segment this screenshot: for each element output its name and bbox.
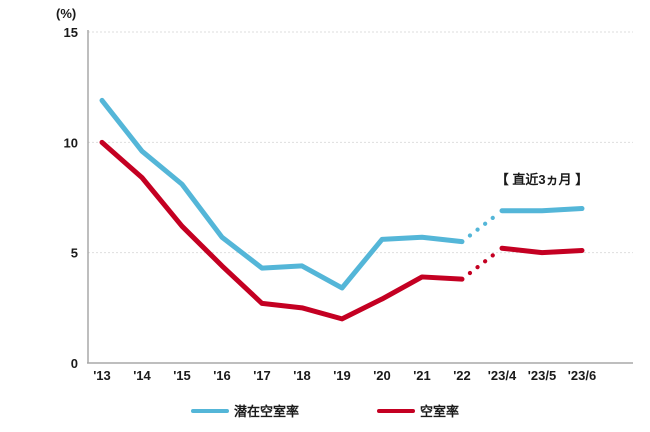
legend-label-potential-vacancy-rate: 潜在空室率 (233, 404, 299, 419)
series-line-vacancy-rate (99, 139, 465, 322)
x-axis-tick-label: '19 (333, 368, 351, 383)
x-axis-tick-label: '21 (413, 368, 431, 383)
y-axis-tick-label: 10 (64, 135, 78, 150)
legend-item-vacancy-rate: 空室率 (377, 401, 459, 420)
series-line-potential-vacancy-rate (99, 97, 465, 291)
y-axis-tick-label: 15 (64, 25, 78, 40)
x-axis-tick-label: '23/5 (528, 368, 556, 383)
x-axis-tick-label: '23/4 (488, 368, 517, 383)
y-axis-unit-label: (%) (56, 6, 77, 21)
y-axis-tick-label: 0 (71, 356, 78, 371)
x-axis-tick-label: '18 (293, 368, 311, 383)
x-axis-tick-label: '23/6 (568, 368, 596, 383)
legend-item-potential-vacancy-rate: 潜在空室率 (190, 401, 299, 420)
series-dotted-segment-vacancy-rate (467, 251, 498, 276)
x-axis-tick-label: '20 (373, 368, 391, 383)
line-chart: 0 5 10 15 '13 '14 '15 '16 '17 '18 '19 '20 '21 '22 '23/… (64, 25, 633, 383)
legend-swatch-vacancy-rate (377, 408, 415, 413)
series-dotted-segment-potential-vacancy-rate (467, 213, 498, 238)
legend: 潜在空室率 空室率 (0, 401, 650, 420)
recent-3-months-annotation: 【 直近3ヵ月 】 (495, 172, 589, 187)
series-line-vacancy-rate (499, 245, 585, 256)
x-axis-tick-label: '15 (173, 368, 191, 383)
series-line-potential-vacancy-rate (499, 206, 585, 214)
x-axis-tick-label: '22 (453, 368, 471, 383)
y-axis-tick-label: 5 (71, 246, 78, 261)
x-axis-tick-label: '17 (253, 368, 271, 383)
legend-label-vacancy-rate: 空室率 (420, 404, 460, 419)
x-axis-tick-label: '14 (133, 368, 151, 383)
x-axis-tick-label: '16 (213, 368, 231, 383)
legend-swatch-potential-vacancy-rate (190, 408, 229, 413)
x-axis-tick-label: '13 (93, 368, 111, 383)
